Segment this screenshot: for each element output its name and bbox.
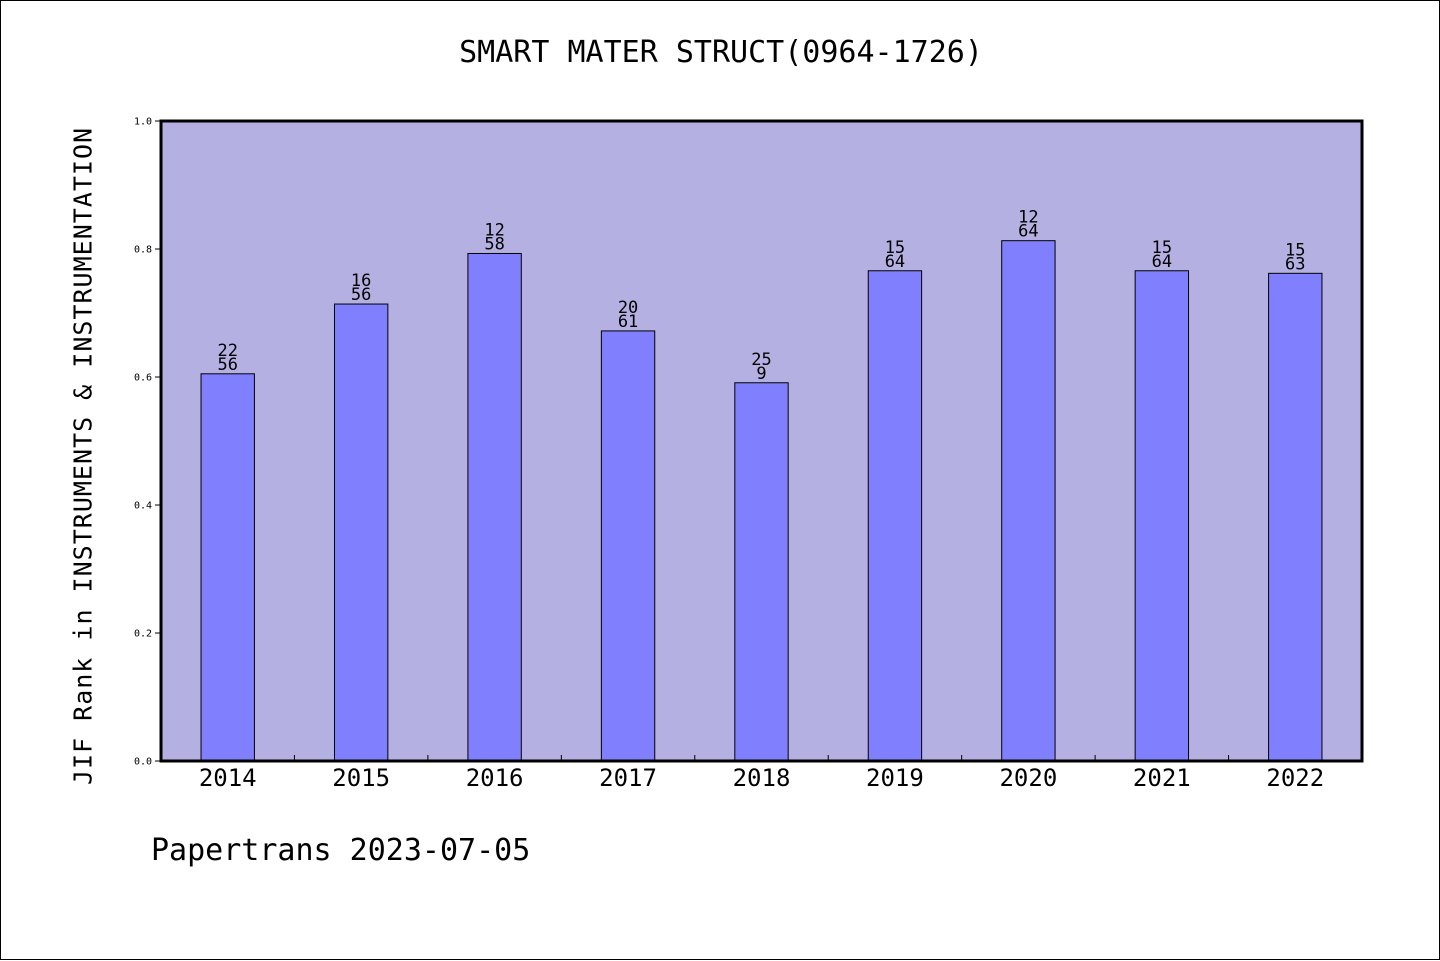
bar-data-label: 15 xyxy=(885,238,905,258)
x-tick-label: 2022 xyxy=(1266,764,1324,792)
bar-data-label: 64 xyxy=(885,252,905,272)
bar-2015 xyxy=(333,303,389,762)
x-tick-label: 2016 xyxy=(466,764,524,792)
x-tick-label: 2021 xyxy=(1133,764,1191,792)
x-tick-label: 2017 xyxy=(599,764,657,792)
bar-2021 xyxy=(1134,270,1190,762)
y-tick-label: 0.4 xyxy=(134,501,152,512)
y-tick-label: 1.0 xyxy=(134,117,152,128)
bar-data-label: 25 xyxy=(751,350,771,370)
x-tick-label: 2014 xyxy=(199,764,257,792)
bar-data-label: 56 xyxy=(217,355,237,375)
bar-2016 xyxy=(467,252,522,762)
y-tick-label: 0.0 xyxy=(134,757,152,768)
chart-title: SMART MATER STRUCT(0964-1726) xyxy=(459,35,983,70)
bar-2018 xyxy=(734,382,789,762)
x-tick-label: 2020 xyxy=(999,764,1057,792)
y-tick-label: 0.8 xyxy=(134,245,152,256)
bar-data-label: 16 xyxy=(351,271,371,291)
bar-2014 xyxy=(200,373,255,762)
y-tick-label: 0.2 xyxy=(134,629,152,640)
bar-2022 xyxy=(1268,272,1323,762)
plot-frame xyxy=(159,119,1364,763)
x-tick-label: 2019 xyxy=(866,764,924,792)
bar-data-label: 22 xyxy=(217,341,237,361)
x-tick-label: 2015 xyxy=(332,764,390,792)
bar-2019 xyxy=(867,270,923,762)
bar-data-label: 56 xyxy=(351,285,371,305)
bar-data-label: 9 xyxy=(756,364,766,384)
bar-data-label: 64 xyxy=(1152,252,1172,272)
bar-data-label: 12 xyxy=(484,220,504,240)
y-tick-label: 0.6 xyxy=(134,373,152,384)
bar-data-label: 64 xyxy=(1018,222,1038,242)
bar-data-label: 15 xyxy=(1285,240,1305,260)
bar-data-label: 61 xyxy=(618,312,638,332)
bar-data-label: 20 xyxy=(618,298,638,318)
bar-data-label: 58 xyxy=(484,234,504,254)
bar-data-label: 63 xyxy=(1285,254,1305,274)
bar-data-label: 12 xyxy=(1018,208,1038,228)
bar-2017 xyxy=(600,330,656,762)
bar-2020 xyxy=(1001,240,1056,762)
x-tick-label: 2018 xyxy=(733,764,791,792)
footer-note: Papertrans 2023-07-05 xyxy=(151,833,531,868)
bar-data-label: 15 xyxy=(1152,238,1172,258)
